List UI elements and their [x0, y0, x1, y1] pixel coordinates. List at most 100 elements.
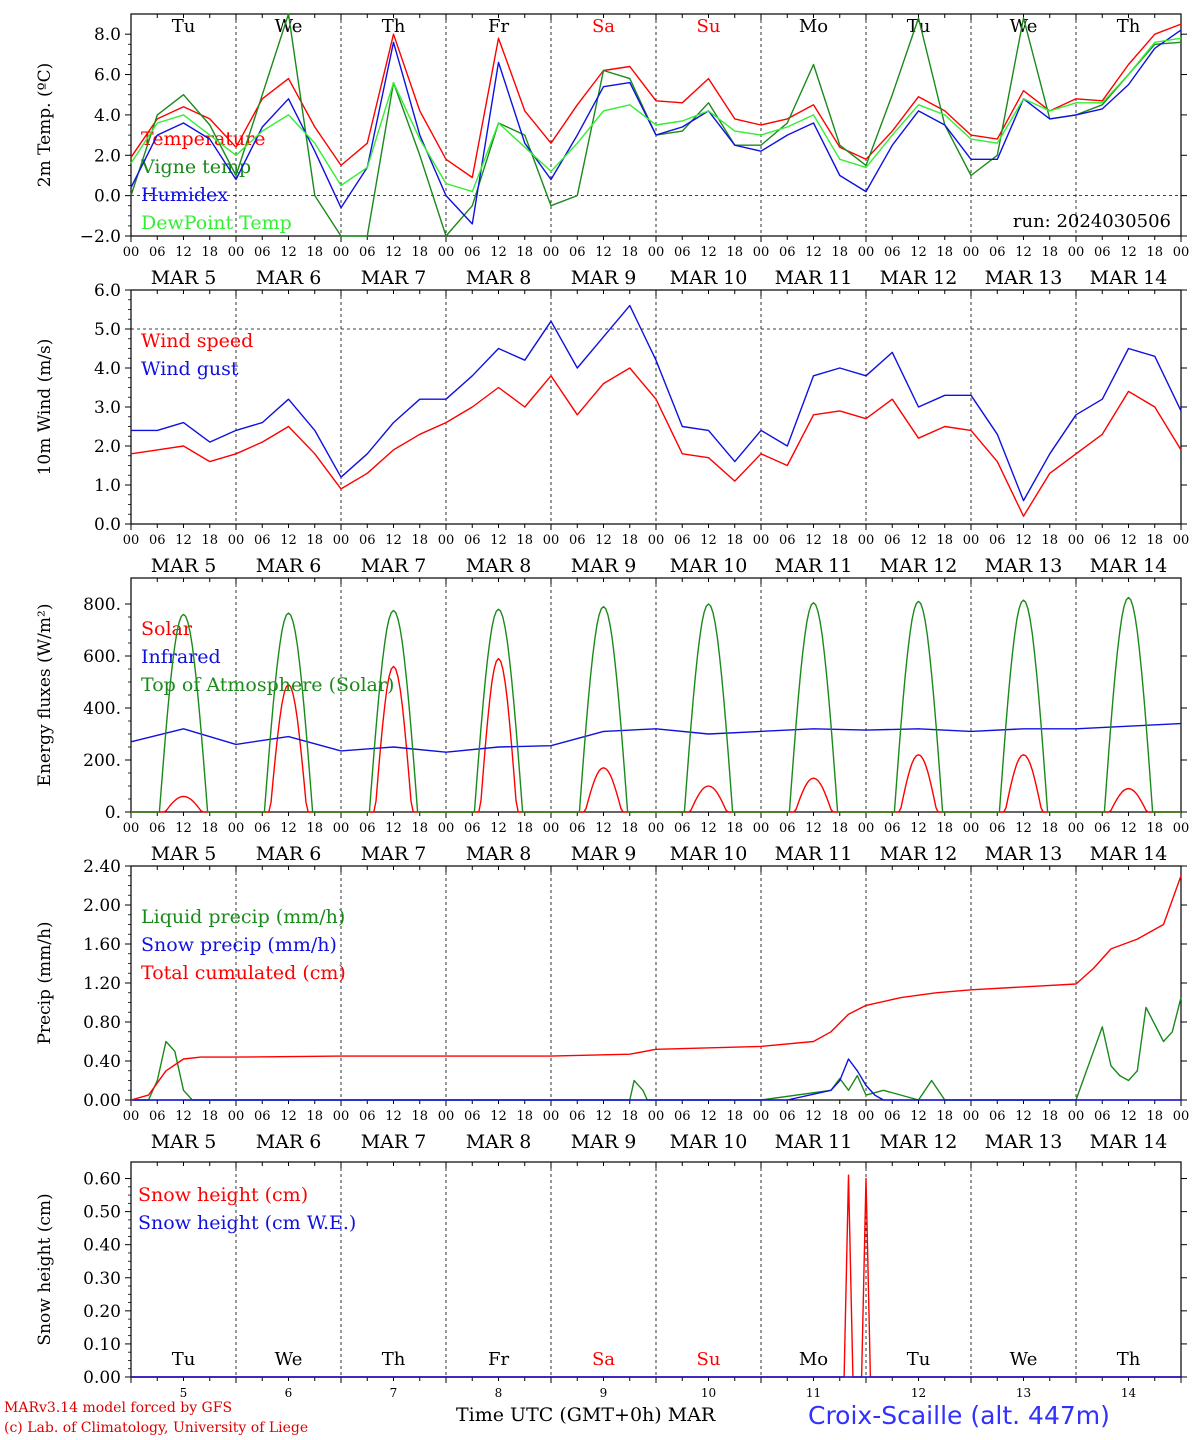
weekday-label: We [275, 1349, 303, 1370]
x-hour-label: 00 [963, 533, 980, 548]
x-hour-label: 12 [1120, 1109, 1137, 1124]
x-date-label: MAR 7 [361, 1131, 427, 1153]
y-tick-label: 5.0 [94, 320, 121, 340]
x-hour-label: 12 [385, 1109, 402, 1124]
x-hour-label: 06 [464, 1109, 481, 1124]
y-tick-label: 1.0 [94, 476, 121, 496]
x-hour-label: 00 [753, 821, 770, 836]
x-hour-label: 18 [201, 821, 218, 836]
x-date-label: MAR 10 [670, 1131, 748, 1153]
weekday-label: Mo [799, 16, 828, 37]
x-date-label: MAR 11 [775, 555, 853, 577]
x-hour-label: 12 [910, 245, 927, 260]
x-hour-label: 00 [228, 1109, 245, 1124]
x-hour-label: 12 [280, 245, 297, 260]
x-hour-label: 00 [333, 821, 350, 836]
x-hour-label: 18 [831, 245, 848, 260]
y-axis-label: 2m Temp. (ºC) [35, 63, 55, 188]
station-title: Croix-Scaille (alt. 447m) [808, 1401, 1110, 1430]
x-day-number: 11 [806, 1386, 821, 1400]
x-hour-label: 18 [831, 1109, 848, 1124]
x-hour-label: 18 [201, 1109, 218, 1124]
model-credit: MARv3.14 model forced by GFS [4, 1400, 233, 1416]
x-hour-label: 12 [805, 821, 822, 836]
legend-entry: Wind gust [141, 358, 239, 380]
weekday-label: Mo [799, 1349, 828, 1370]
x-date-label: MAR 9 [571, 555, 637, 577]
weekday-label: Th [1117, 1349, 1141, 1370]
x-hour-label: 18 [411, 533, 428, 548]
y-tick-label: 2.40 [83, 857, 121, 877]
x-hour-label: 18 [1041, 533, 1058, 548]
x-hour-label: 18 [201, 245, 218, 260]
x-hour-label: 00 [333, 533, 350, 548]
legend-entry: Snow height (cm W.E.) [138, 1212, 356, 1234]
x-hour-label: 12 [595, 533, 612, 548]
x-date-label: MAR 13 [985, 267, 1063, 289]
x-hour-label: 06 [1094, 533, 1111, 548]
x-day-number: 6 [285, 1386, 293, 1400]
legend-entry: DewPoint Temp [141, 212, 292, 234]
x-hour-label: 18 [411, 1109, 428, 1124]
x-date-label: MAR 9 [571, 843, 637, 865]
x-day-number: 8 [495, 1386, 503, 1400]
x-hour-label: 12 [805, 1109, 822, 1124]
x-date-label: MAR 10 [670, 843, 748, 865]
x-hour-label: 18 [726, 821, 743, 836]
x-hour-label: 12 [280, 1109, 297, 1124]
x-hour-label: 06 [884, 533, 901, 548]
x-hour-label: 06 [989, 821, 1006, 836]
x-date-label: MAR 14 [1090, 555, 1168, 577]
x-hour-label: 12 [700, 533, 717, 548]
x-date-label: MAR 11 [775, 267, 853, 289]
x-hour-label: 18 [936, 821, 953, 836]
weekday-label: Tu [172, 1349, 196, 1370]
legend-entry: Snow height (cm) [138, 1184, 308, 1206]
x-date-label: MAR 8 [466, 843, 532, 865]
x-hour-label: 06 [779, 1109, 796, 1124]
y-tick-label: 1.60 [83, 935, 121, 955]
x-date-label: MAR 10 [670, 267, 748, 289]
x-hour-label: 06 [1094, 1109, 1111, 1124]
y-tick-label: 0.0 [94, 515, 121, 535]
x-hour-label: 00 [753, 533, 770, 548]
legend-entry: Solar [141, 618, 193, 640]
y-tick-label: 2.0 [94, 146, 121, 166]
x-hour-label: 00 [333, 245, 350, 260]
series-line [130, 23, 1182, 179]
x-hour-label: 12 [1120, 821, 1137, 836]
x-hour-label: 06 [989, 245, 1006, 260]
y-tick-label: 0.00 [83, 1091, 121, 1111]
x-hour-label: 12 [700, 821, 717, 836]
x-hour-label: 18 [411, 821, 428, 836]
legend-entry: Infrared [141, 646, 221, 668]
x-date-label: MAR 5 [151, 267, 217, 289]
x-day-number: 13 [1016, 1386, 1031, 1400]
x-hour-label: 00 [123, 245, 140, 260]
lab-credit: (c) Lab. of Climatology, University of L… [4, 1420, 309, 1436]
x-hour-label: 00 [648, 821, 665, 836]
x-date-label: MAR 10 [670, 555, 748, 577]
weekday-label: Fr [488, 1349, 509, 1370]
weekday-label: Sa [592, 1349, 615, 1370]
y-tick-label: 0.80 [83, 1013, 121, 1033]
y-tick-label: 0.30 [83, 1269, 121, 1289]
x-hour-label: 12 [385, 533, 402, 548]
x-hour-label: 06 [569, 245, 586, 260]
x-hour-label: 18 [726, 245, 743, 260]
x-hour-label: 18 [306, 1109, 323, 1124]
x-hour-label: 12 [490, 245, 507, 260]
x-hour-label: 00 [543, 533, 560, 548]
x-hour-label: 00 [438, 821, 455, 836]
x-hour-label: 12 [805, 533, 822, 548]
x-hour-label: 18 [306, 533, 323, 548]
legend-entry: Liquid precip (mm/h) [141, 906, 345, 928]
x-hour-label: 00 [648, 1109, 665, 1124]
y-tick-label: 0.00 [83, 1368, 121, 1388]
x-hour-label: 00 [1068, 533, 1085, 548]
x-hour-label: 18 [516, 245, 533, 260]
x-hour-label: 00 [123, 1109, 140, 1124]
y-axis-label: 10m Wind (m/s) [35, 339, 55, 476]
x-hour-label: 00 [1173, 245, 1190, 260]
x-hour-label: 06 [779, 245, 796, 260]
